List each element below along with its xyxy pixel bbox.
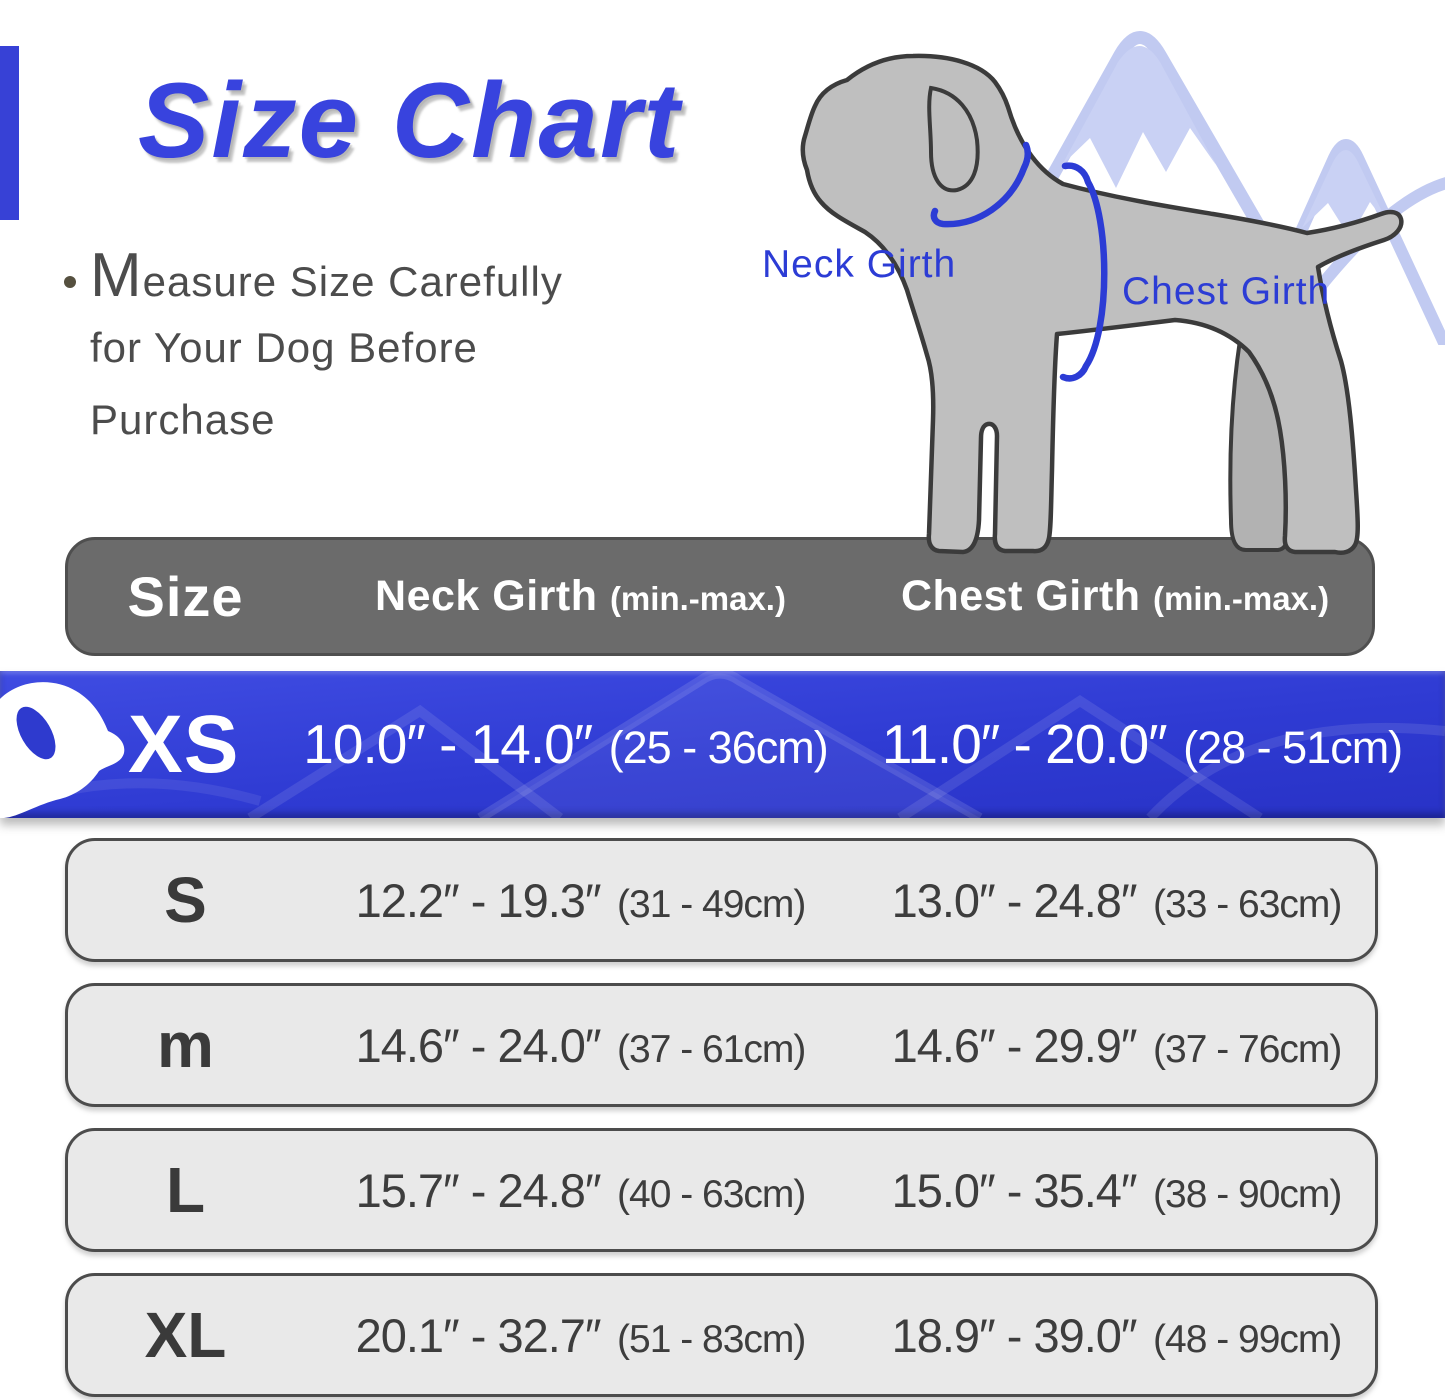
header-chest-column: Chest Girth (min.-max.) (858, 572, 1372, 621)
xs-neck-inches: 10.0″ - 14.0″ (303, 713, 593, 775)
s-neck-inches: 12.2″ - 19.3″ (355, 873, 602, 927)
xl-neck-inches: 20.1″ - 32.7″ (355, 1308, 602, 1362)
header-neck-column: Neck Girth (min.-max.) (303, 572, 858, 621)
size-row-s: S 12.2″ - 19.3″ (31 - 49cm) 13.0″ - 24.8… (65, 838, 1378, 962)
header-neck-label: Neck Girth (375, 572, 598, 620)
l-chest-cm: (38 - 90cm) (1153, 1172, 1342, 1216)
l-neck-inches: 15.7″ - 24.8″ (355, 1163, 602, 1217)
s-size-label: S (164, 864, 207, 936)
s-neck-girth-value: 12.2″ - 19.3″ (31 - 49cm) (303, 873, 858, 928)
m-chest-inches: 14.6″ - 29.9″ (891, 1018, 1138, 1072)
xl-chest-cm: (48 - 99cm) (1153, 1317, 1342, 1361)
m-neck-girth-value: 14.6″ - 24.0″ (37 - 61cm) (303, 1018, 858, 1073)
xl-chest-girth-value: 18.9″ - 39.0″ (48 - 99cm) (858, 1308, 1375, 1363)
measure-note: Measure Size Carefully for Your Dog Befo… (90, 240, 710, 456)
dog-illustration (800, 53, 1404, 555)
chest-girth-label: Chest Girth (1122, 270, 1331, 313)
l-neck-cm: (40 - 63cm) (617, 1172, 806, 1216)
s-chest-inches: 13.0″ - 24.8″ (891, 873, 1138, 927)
chest-girth-arc (1059, 162, 1108, 382)
s-neck-cm: (31 - 49cm) (617, 882, 806, 926)
note-bullet-dot (64, 276, 76, 288)
m-size-label: m (157, 1009, 214, 1081)
s-chest-girth-value: 13.0″ - 24.8″ (33 - 63cm) (858, 873, 1375, 928)
size-row-xs-highlighted: XS 10.0″ - 14.0″ (25 - 36cm) 11.0″ - 20.… (0, 671, 1445, 818)
l-size-label: L (165, 1154, 206, 1226)
neck-girth-label: Neck Girth (762, 243, 957, 286)
dog-ear (927, 85, 980, 193)
title-accent-bar (0, 46, 19, 220)
header-chest-range: (min.-max.) (1153, 580, 1330, 617)
l-neck-girth-value: 15.7″ - 24.8″ (40 - 63cm) (303, 1163, 858, 1218)
mountain-snowcap-large (1062, 46, 1216, 188)
l-chest-girth-value: 15.0″ - 35.4″ (38 - 90cm) (858, 1163, 1375, 1218)
xs-chest-cm: (28 - 51cm) (1183, 722, 1403, 773)
xl-neck-cm: (51 - 83cm) (617, 1317, 806, 1361)
header-chest-label: Chest Girth (900, 572, 1141, 620)
header-neck-range: (min.-max.) (609, 580, 786, 617)
m-chest-cm: (37 - 76cm) (1153, 1027, 1342, 1071)
mountain-snowcap-small (1302, 150, 1390, 238)
xl-neck-girth-value: 20.1″ - 32.7″ (51 - 83cm) (303, 1308, 858, 1363)
header-size-column: Size (127, 565, 244, 628)
note-line-3: Purchase (90, 396, 276, 443)
xs-chest-inches: 11.0″ - 20.0″ (881, 713, 1168, 775)
xs-size-label: XS (128, 699, 240, 790)
xl-size-label: XL (144, 1299, 227, 1371)
note-line-2: for Your Dog Before (90, 324, 478, 371)
m-chest-girth-value: 14.6″ - 29.9″ (37 - 76cm) (858, 1018, 1375, 1073)
xl-chest-inches: 18.9″ - 39.0″ (891, 1308, 1138, 1362)
m-neck-inches: 14.6″ - 24.0″ (355, 1018, 602, 1072)
note-line-1: Measure Size Carefully (90, 241, 563, 310)
size-row-xl: XL 20.1″ - 32.7″ (51 - 83cm) 18.9″ - 39.… (65, 1273, 1378, 1397)
size-table-header: Size Neck Girth (min.-max.) Chest Girth … (65, 537, 1375, 656)
size-row-m: m 14.6″ - 24.0″ (37 - 61cm) 14.6″ - 29.9… (65, 983, 1378, 1107)
page-title: Size Chart (138, 60, 682, 180)
dog-head-icon (0, 682, 125, 818)
xs-neck-cm: (25 - 36cm) (608, 722, 829, 773)
xs-chest-girth-value: 11.0″ - 20.0″ (28 - 51cm) (862, 671, 1422, 818)
xs-neck-girth-value: 10.0″ - 14.0″ (25 - 36cm) (278, 671, 853, 818)
size-row-l: L 15.7″ - 24.8″ (40 - 63cm) 15.0″ - 35.4… (65, 1128, 1378, 1252)
neck-girth-arc (930, 141, 1031, 228)
l-chest-inches: 15.0″ - 35.4″ (891, 1163, 1138, 1217)
m-neck-cm: (37 - 61cm) (617, 1027, 806, 1071)
s-chest-cm: (33 - 63cm) (1153, 882, 1342, 926)
